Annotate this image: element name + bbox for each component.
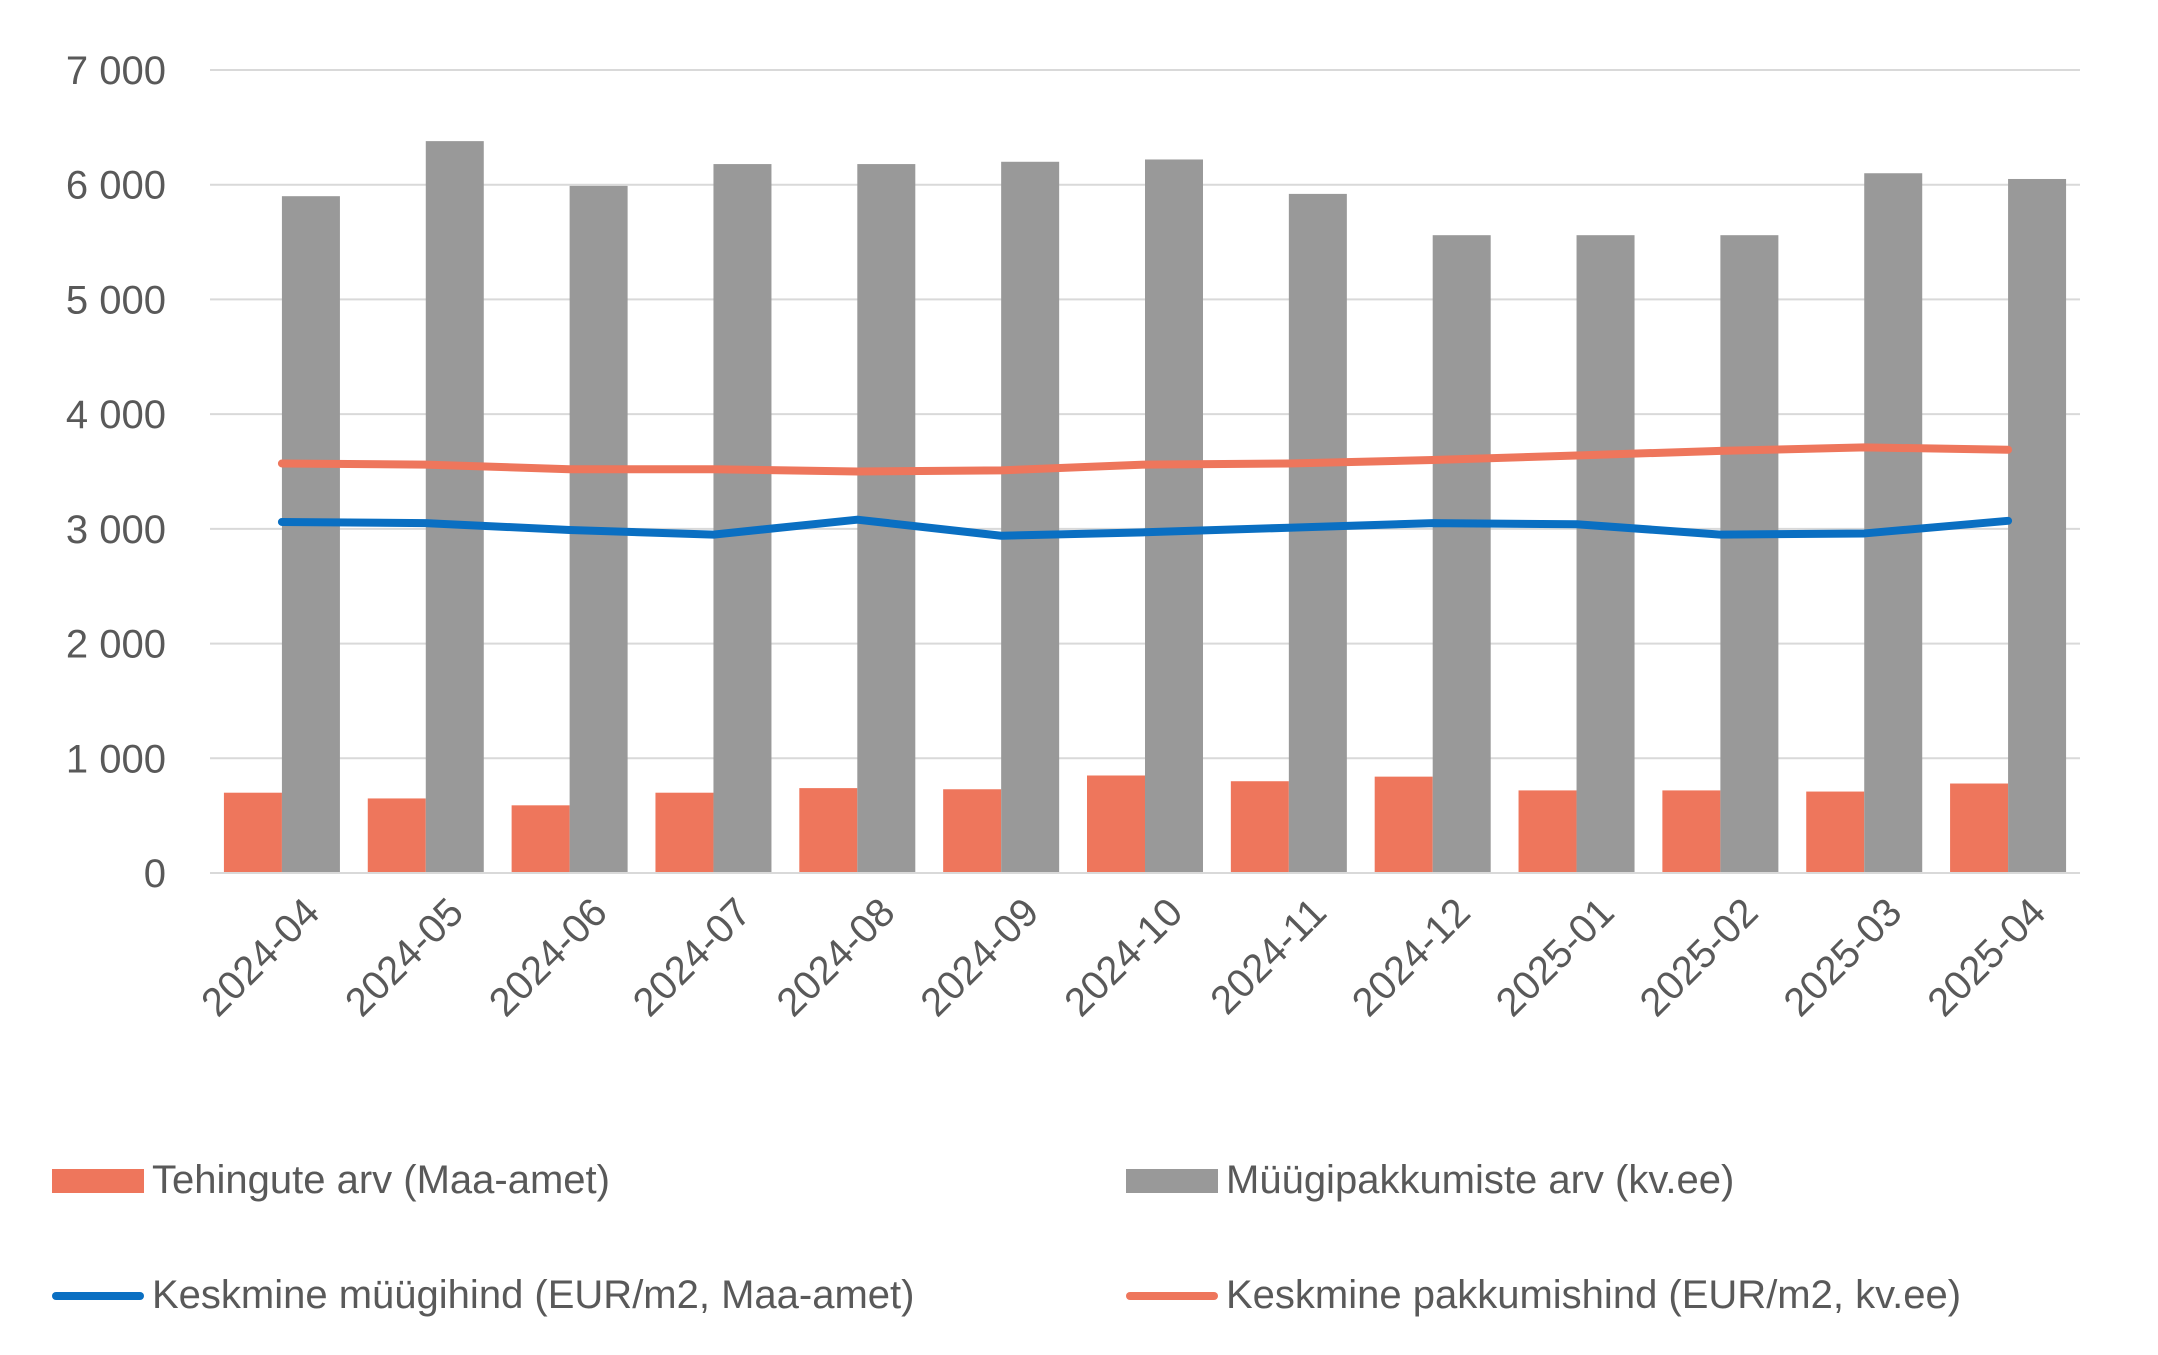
- x-axis-ticks: 2024-04 2024-05 2024-06 2024-07 2024-08 2024-…: [193, 890, 2054, 1025]
- series-lines: [277, 443, 2013, 540]
- x-tick-label: 2024-06: [481, 890, 616, 1025]
- bar-muugipakkumiste-arv: [1720, 235, 1779, 873]
- bar-muugipakkumiste-arv: [1864, 173, 1923, 873]
- bar-muugipakkumiste-arv: [2008, 178, 2067, 873]
- bar-tehingute-arv: [1374, 776, 1433, 873]
- x-tick-label: 2024-07: [625, 890, 760, 1025]
- bar-muugipakkumiste-arv: [1001, 161, 1060, 873]
- bar-muugipakkumiste-arv: [713, 164, 772, 873]
- bar-muugipakkumiste-arv: [1288, 193, 1347, 874]
- bar-tehingute-arv: [223, 792, 282, 873]
- y-tick-label: 5 000: [66, 278, 166, 322]
- bar-tehingute-arv: [1087, 775, 1145, 873]
- x-tick-label: 2024-08: [769, 890, 904, 1025]
- bar-tehingute-arv: [943, 789, 1002, 873]
- y-tick-label: 6 000: [66, 164, 166, 208]
- bar-muugipakkumiste-arv: [1432, 235, 1491, 873]
- bar-tehingute-arv: [1662, 790, 1721, 873]
- x-tick-label: 2024-05: [337, 890, 472, 1025]
- y-tick-label: 7 000: [66, 49, 166, 93]
- bar-tehingute-arv: [1806, 791, 1865, 873]
- y-tick-label: 3 000: [66, 508, 166, 552]
- bar-tehingute-arv: [367, 798, 426, 873]
- y-axis-ticks: 0 1 000 2 000 3 000 4 000 5 000 6 000 7 000: [66, 49, 166, 896]
- bar-tehingute-arv: [799, 788, 858, 873]
- x-tick-label: 2025-01: [1488, 890, 1623, 1025]
- line-keskmine-pakkumishind: [277, 443, 2013, 476]
- x-tick-label: 2024-04: [193, 890, 328, 1025]
- y-tick-label: 2 000: [66, 623, 166, 667]
- bar-tehingute-arv: [1518, 790, 1577, 873]
- bar-muugipakkumiste-arv: [281, 196, 340, 873]
- bar-muugipakkumiste-arv: [1145, 159, 1203, 873]
- x-tick-label: 2025-03: [1775, 890, 1910, 1025]
- x-tick-label: 2024-12: [1344, 890, 1479, 1025]
- bar-tehingute-arv: [1230, 781, 1289, 873]
- y-tick-label: 1 000: [66, 737, 166, 781]
- bar-muugipakkumiste-arv: [1576, 235, 1635, 873]
- bar-tehingute-arv: [1950, 783, 2009, 873]
- y-tick-label: 4 000: [66, 393, 166, 437]
- bar-tehingute-arv: [511, 805, 570, 873]
- x-tick-label: 2024-11: [1202, 890, 1335, 1023]
- line-keskmine-muugihind: [277, 515, 2013, 540]
- y-tick-label: 0: [144, 852, 166, 896]
- x-tick-label: 2024-10: [1056, 890, 1191, 1025]
- bar-tehingute-arv: [655, 792, 714, 873]
- x-tick-label: 2025-02: [1632, 890, 1767, 1025]
- bars: [223, 141, 2067, 874]
- x-tick-label: 2024-09: [912, 890, 1047, 1025]
- x-tick-label: 2025-04: [1919, 890, 2054, 1025]
- bar-muugipakkumiste-arv: [425, 141, 484, 873]
